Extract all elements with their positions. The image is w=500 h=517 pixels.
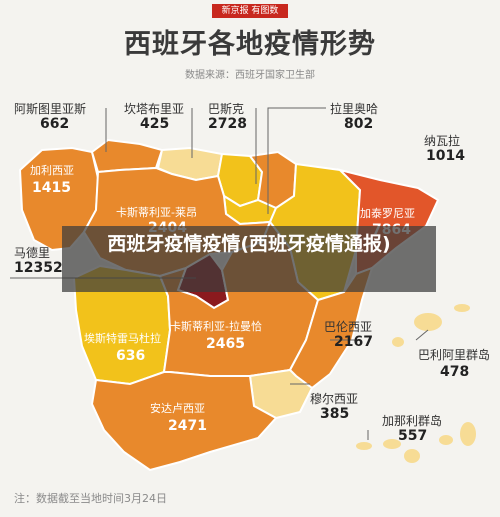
value-larioja: 802 bbox=[344, 116, 374, 132]
value-andalucia: 2471 bbox=[168, 418, 207, 434]
region-canary-1 bbox=[356, 442, 372, 450]
leader-balearic bbox=[415, 329, 429, 341]
value-cantabria: 425 bbox=[140, 116, 170, 132]
value-madrid: 12352 bbox=[14, 260, 63, 276]
region-balearic-mallorca bbox=[414, 313, 442, 331]
value-balearic: 478 bbox=[440, 364, 470, 380]
region-canary-3 bbox=[404, 449, 420, 463]
value-castilla-mancha: 2465 bbox=[206, 336, 245, 352]
page-title: 西班牙各地疫情形势 bbox=[124, 29, 376, 60]
label-balearic: 巴利阿里群岛 bbox=[418, 348, 491, 362]
footnote: 注：数据截至当地时间3月24日 bbox=[14, 492, 167, 505]
label-canary: 加那利群岛 bbox=[382, 414, 443, 428]
value-navarra: 1014 bbox=[426, 148, 465, 164]
region-canary-2 bbox=[383, 439, 401, 449]
label-catalonia: 加泰罗尼亚 bbox=[360, 207, 415, 220]
region-balearic-ibiza bbox=[392, 337, 404, 347]
value-extremadura: 636 bbox=[116, 348, 146, 364]
label-castilla-mancha: 卡斯蒂利亚-拉曼恰 bbox=[170, 320, 262, 333]
value-basque: 2728 bbox=[208, 116, 247, 132]
region-balearic-menorca bbox=[454, 304, 470, 312]
data-source: 数据来源：西班牙国家卫生部 bbox=[185, 70, 315, 81]
label-extremadura: 埃斯特雷马杜拉 bbox=[84, 332, 161, 345]
region-andalucia bbox=[90, 371, 278, 472]
region-asturias bbox=[90, 138, 164, 174]
label-larioja: 拉里奥哈 bbox=[330, 102, 379, 116]
value-murcia: 385 bbox=[320, 406, 350, 422]
value-canary: 557 bbox=[398, 428, 428, 444]
label-murcia: 穆尔西亚 bbox=[310, 392, 359, 406]
brand-logo: 新京报 有图数 bbox=[212, 4, 288, 18]
label-andalucia: 安达卢西亚 bbox=[150, 402, 205, 415]
value-valencia: 2167 bbox=[334, 334, 373, 350]
label-navarra: 纳瓦拉 bbox=[424, 134, 461, 148]
leader-larioja bbox=[267, 107, 326, 214]
label-galicia: 加利西亚 bbox=[30, 164, 74, 177]
label-cantabria: 坎塔布里亚 bbox=[124, 102, 185, 116]
label-valencia: 巴伦西亚 bbox=[324, 320, 373, 334]
label-asturias: 阿斯图里亚斯 bbox=[14, 102, 87, 116]
region-canary-4 bbox=[439, 435, 453, 445]
value-galicia: 1415 bbox=[32, 180, 71, 196]
region-canary-5 bbox=[460, 422, 476, 446]
overlay-banner: 西班牙疫情疫情(西班牙疫情通报) bbox=[62, 226, 436, 292]
value-asturias: 662 bbox=[40, 116, 70, 132]
label-madrid: 马德里 bbox=[14, 246, 51, 260]
label-castilla-leon: 卡斯蒂利亚-莱昂 bbox=[116, 206, 197, 219]
label-basque: 巴斯克 bbox=[208, 102, 245, 116]
